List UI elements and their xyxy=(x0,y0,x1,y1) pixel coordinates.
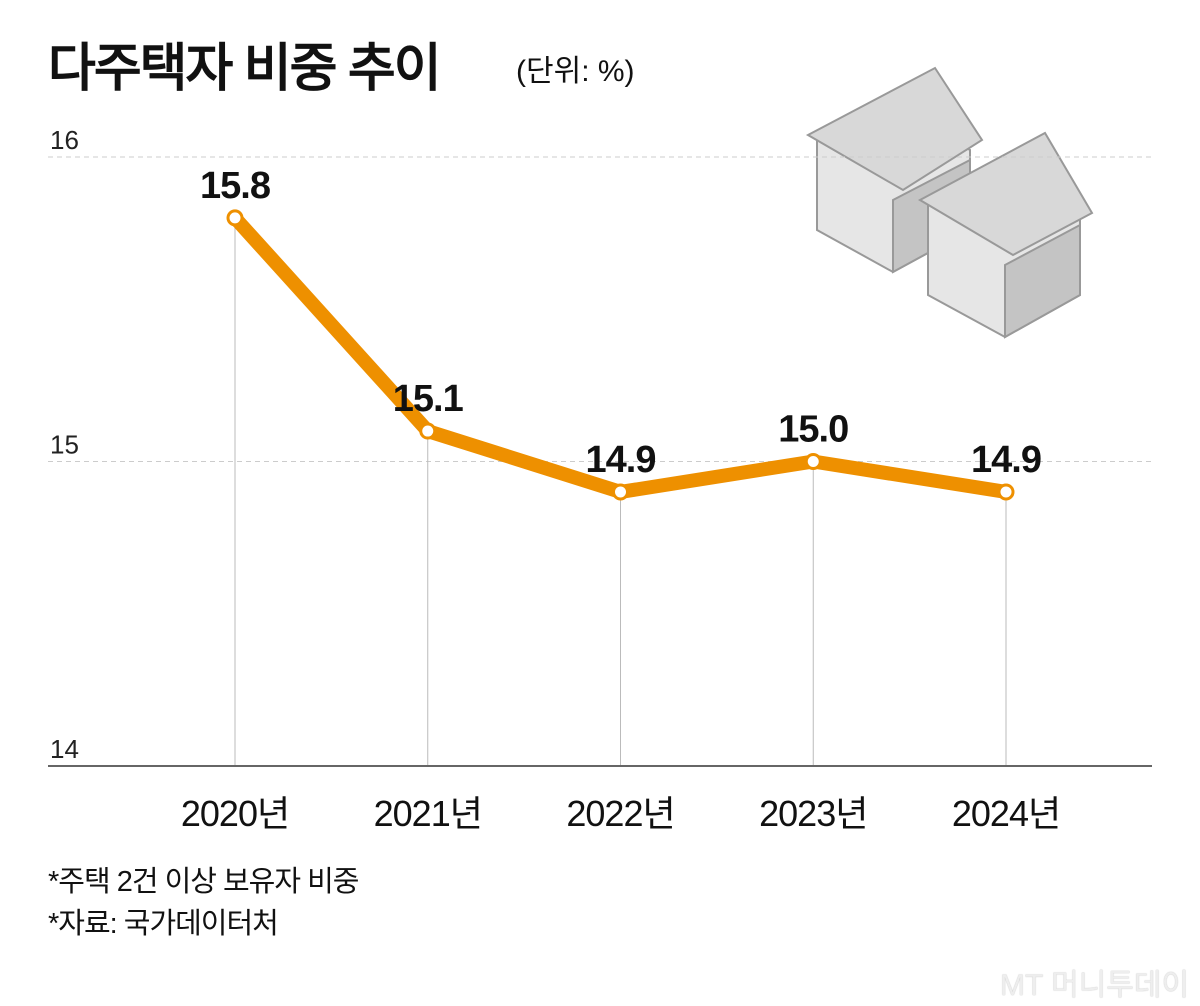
data-point xyxy=(419,422,437,440)
data-label: 14.9 xyxy=(971,439,1041,481)
data-point xyxy=(804,453,822,470)
footnote-source: *자료: 국가데이터처 xyxy=(48,908,279,940)
house-illustration xyxy=(805,66,1094,339)
y-tick-label: 15 xyxy=(50,430,79,460)
data-label: 15.8 xyxy=(200,165,270,207)
x-tick-label: 2024년 xyxy=(952,793,1060,834)
x-tick-label: 2021년 xyxy=(374,793,482,834)
footnote-definition: *주택 2건 이상 보유자 비중 xyxy=(48,866,359,898)
data-label: 15.0 xyxy=(778,409,848,451)
data-label: 15.1 xyxy=(393,378,464,420)
data-label: 14.9 xyxy=(586,439,656,481)
data-point xyxy=(612,483,629,501)
y-tick-label: 16 xyxy=(50,125,79,155)
unit-label: (단위: %) xyxy=(516,55,635,88)
watermark-logo: MT 머니투데이 xyxy=(1000,969,1190,1002)
y-tick-label: 14 xyxy=(50,734,79,764)
chart-title: 다주택자 비중 추이 xyxy=(48,40,442,98)
x-tick-label: 2023년 xyxy=(759,793,867,834)
data-point xyxy=(226,209,244,227)
data-point xyxy=(997,483,1015,501)
x-tick-label: 2022년 xyxy=(566,793,674,834)
x-tick-label: 2020년 xyxy=(181,793,289,834)
